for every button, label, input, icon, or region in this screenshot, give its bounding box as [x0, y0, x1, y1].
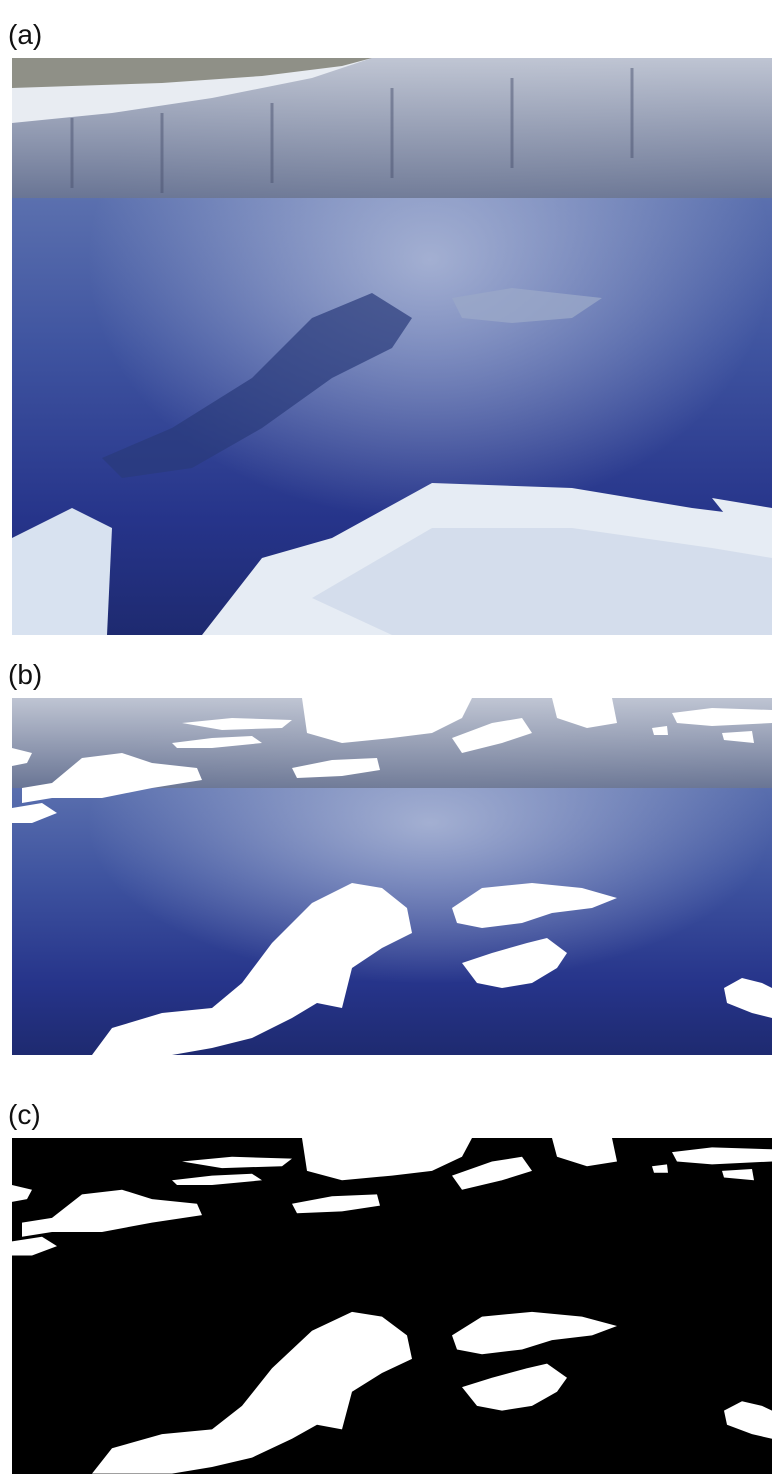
photo-original — [12, 58, 772, 635]
panel-label: (a) — [8, 19, 42, 50]
mask-binary — [12, 1138, 772, 1474]
panel-label: (c) — [8, 1099, 41, 1130]
figure: (a) (b) (c) — [0, 0, 772, 1474]
panel-label: (b) — [8, 659, 42, 690]
photo-detected — [12, 698, 772, 1055]
